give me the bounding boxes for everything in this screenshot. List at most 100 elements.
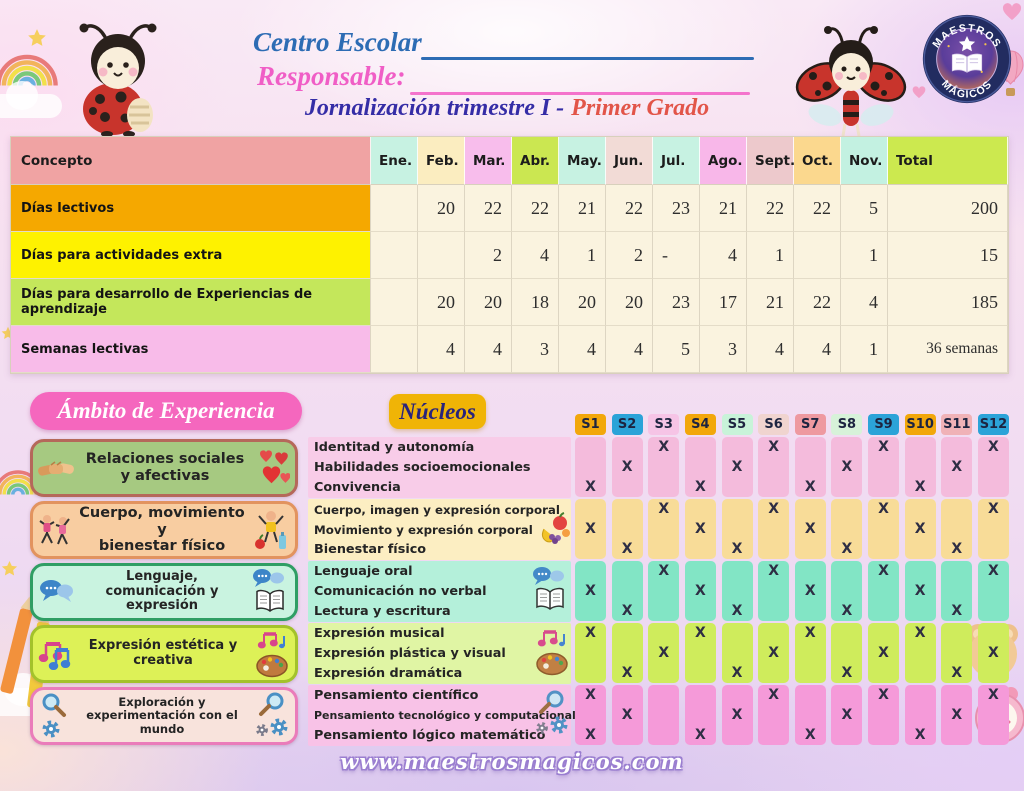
mark-empty [831, 561, 862, 581]
week-column-S3: S3 X X X X [648, 414, 680, 748]
calendar-row-label: Semanas lectivas [11, 326, 371, 373]
calendar-value-cell: 4 [747, 326, 794, 373]
ambito-label-exploracion: Exploración y experimentación con el mun… [86, 695, 238, 736]
week-header-S9: S9 [868, 414, 900, 435]
calendar-month-header: Nov. [841, 137, 888, 185]
mark-x: X [621, 603, 633, 619]
mark-empty [941, 725, 972, 745]
calendar-value-cell: 4 [794, 326, 841, 373]
week-block-exploracion-S3 [648, 685, 680, 745]
mark-empty [978, 705, 1009, 725]
exercise-icon [38, 513, 72, 547]
week-block-exploracion-S7: X [794, 685, 826, 745]
ambito-box-lenguaje: Lenguaje, comunicación y expresión [30, 563, 298, 621]
week-block-estetica-S8: X [831, 623, 863, 683]
mark-empty [648, 477, 679, 497]
mark-x: X [768, 645, 780, 661]
mark-x: X [878, 439, 889, 455]
mark-empty [795, 601, 826, 621]
mark-empty [905, 705, 936, 725]
mark-x: X [585, 583, 596, 599]
week-block-cuerpo-S2: X [611, 499, 643, 559]
mark-empty [722, 685, 753, 705]
mark-empty [685, 705, 716, 725]
nucleos-cuerpo: Cuerpo, imagen y expresión corporal Movim… [308, 499, 571, 560]
mark-empty [612, 685, 643, 705]
mark-x: X [658, 439, 670, 455]
mark-x: X [694, 727, 706, 743]
calendar-row-total: 36 semanas [888, 326, 1008, 373]
nucleo-label: Lenguaje oral [314, 564, 413, 580]
calendar-month-header: Jul. [653, 137, 700, 185]
mark-x: X [621, 541, 633, 557]
mark-empty [831, 725, 862, 745]
calendar-value-cell: 21 [747, 279, 794, 326]
mark-empty [868, 725, 899, 745]
mark-x: X [951, 707, 963, 723]
mark-empty [941, 437, 972, 457]
calendar-row: Días para desarrollo de Experiencias de … [11, 279, 1008, 326]
week-block-estetica-S3: X [648, 623, 680, 683]
mark-x: X [988, 687, 999, 703]
mark-empty [685, 601, 716, 621]
nucleo-label: Lectura y escritura [314, 603, 451, 619]
mark-empty [648, 581, 679, 601]
mark-empty [868, 601, 899, 621]
mark-x: X [585, 479, 596, 495]
mark-empty [612, 499, 643, 519]
handshake-icon [38, 455, 74, 481]
mark-empty [905, 457, 936, 477]
nucleos-estetica: Expresión musical Expresión plástica y vi… [308, 623, 571, 684]
calendar-month-header: Sept. [747, 137, 795, 185]
week-grid: S1 X X X X X X S2 X X X X X S3 X X X X S4 X X X X X S5 X X X X X S6 X X X… [575, 414, 1024, 748]
calendar-value-cell: 20 [559, 279, 606, 326]
mark-x: X [841, 459, 853, 475]
week-block-relaciones-S9: X [868, 437, 900, 497]
week-block-relaciones-S1: X [575, 437, 606, 497]
mark-x: X [988, 645, 999, 661]
mark-empty [648, 539, 679, 559]
calendar-value-cell [371, 185, 418, 232]
mark-empty [722, 623, 753, 643]
mark-empty [575, 561, 606, 581]
week-column-S7: S7 X X X X X [794, 414, 826, 748]
calendar-value-cell: 21 [559, 185, 606, 232]
mark-empty [685, 561, 716, 581]
calendar-value-cell: 4 [559, 326, 606, 373]
mark-x: X [914, 727, 926, 743]
mark-empty [795, 663, 826, 683]
mark-x: X [951, 665, 963, 681]
mark-empty [831, 643, 862, 663]
nucleo-label: Identitad y autonomía [314, 440, 475, 456]
mark-empty [575, 643, 606, 663]
calendar-month-header: Ago. [700, 137, 747, 185]
mark-empty [978, 457, 1009, 477]
week-block-cuerpo-S1: X [575, 499, 606, 559]
notes-palette-icon [534, 628, 570, 680]
mark-empty [648, 601, 679, 621]
calendar-value-cell: 20 [606, 279, 653, 326]
maestros-magicos-logo: MAESTROS MÁGICOS [922, 14, 1012, 104]
week-block-estetica-S2: X [611, 623, 643, 683]
mark-empty [612, 561, 643, 581]
calendar-value-cell: 2 [465, 232, 512, 279]
calendar-row: Semanas lectivas 4 4 3 4 4 5 3 4 4 1 36 semanas [11, 326, 1008, 373]
week-block-exploracion-S5: X [721, 685, 753, 745]
title-grade: Primer Grado [571, 95, 710, 121]
week-block-cuerpo-S7: X [794, 499, 826, 559]
ladybug-character-left [79, 23, 157, 137]
mark-empty [758, 601, 789, 621]
mark-empty [978, 663, 1009, 683]
mark-x: X [768, 501, 780, 517]
calendar-value-cell: 22 [794, 185, 841, 232]
calendar-value-cell: 4 [465, 326, 512, 373]
mark-x: X [914, 521, 926, 537]
week-block-exploracion-S11: X [941, 685, 973, 745]
mark-x: X [951, 603, 963, 619]
mark-empty [648, 725, 679, 745]
week-block-lenguaje-S7: X [794, 561, 826, 621]
logo-star-icon [958, 36, 976, 52]
mark-x: X [768, 563, 780, 579]
mark-empty [722, 437, 753, 457]
